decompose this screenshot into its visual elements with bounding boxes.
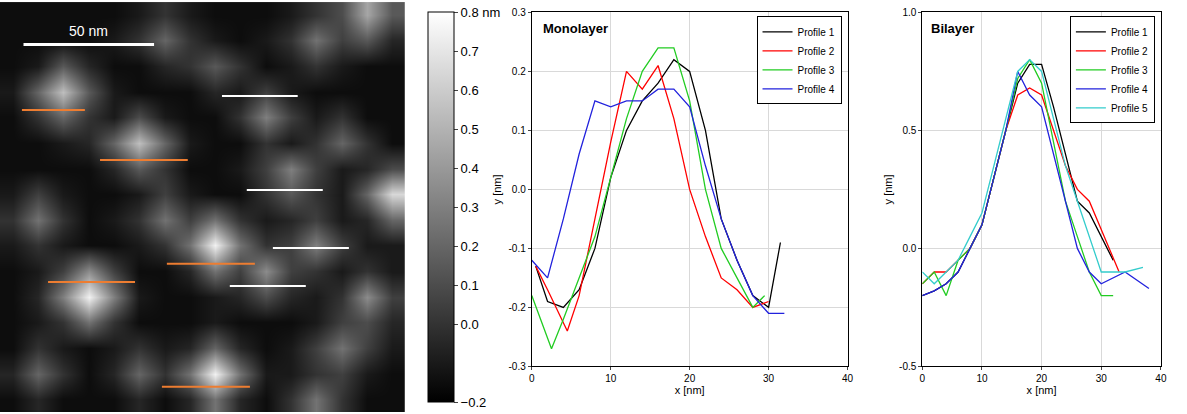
- svg-text:0: 0: [920, 373, 926, 384]
- svg-text:0.6: 0.6: [461, 83, 479, 98]
- svg-text:0: 0: [529, 373, 535, 384]
- svg-text:0.8 nm: 0.8 nm: [461, 5, 501, 20]
- svg-text:-0.2: -0.2: [509, 302, 527, 313]
- svg-text:−0.2: −0.2: [461, 395, 487, 410]
- svg-text:Profile 3: Profile 3: [1111, 65, 1148, 76]
- svg-text:Profile 3: Profile 3: [798, 65, 835, 76]
- svg-text:Profile 1: Profile 1: [1111, 27, 1148, 38]
- svg-text:0.0: 0.0: [902, 243, 916, 254]
- svg-text:50 nm: 50 nm: [69, 23, 108, 39]
- svg-text:Profile 4: Profile 4: [1111, 84, 1148, 95]
- svg-text:Bilayer: Bilayer: [931, 21, 974, 36]
- svg-text:Profile 4: Profile 4: [798, 84, 835, 95]
- svg-text:y [nm]: y [nm]: [882, 174, 894, 204]
- svg-text:-0.5: -0.5: [899, 361, 917, 372]
- svg-text:0.1: 0.1: [461, 278, 479, 293]
- svg-text:20: 20: [1036, 373, 1048, 384]
- svg-text:0.1: 0.1: [512, 125, 526, 136]
- svg-text:x [nm]: x [nm]: [675, 384, 705, 396]
- svg-text:0.2: 0.2: [461, 239, 479, 254]
- svg-text:40: 40: [842, 373, 854, 384]
- svg-text:-0.3: -0.3: [509, 361, 527, 372]
- svg-text:0.2: 0.2: [512, 66, 526, 77]
- svg-text:30: 30: [763, 373, 775, 384]
- svg-text:0.5: 0.5: [902, 125, 916, 136]
- svg-text:40: 40: [1155, 373, 1167, 384]
- svg-text:0.0: 0.0: [512, 184, 526, 195]
- svg-text:0.7: 0.7: [461, 44, 479, 59]
- svg-text:1.0: 1.0: [902, 7, 916, 18]
- svg-text:y [nm]: y [nm]: [491, 174, 503, 204]
- svg-text:0.4: 0.4: [461, 161, 479, 176]
- svg-text:20: 20: [684, 373, 696, 384]
- svg-text:Profile 5: Profile 5: [1111, 103, 1148, 114]
- svg-text:Monolayer: Monolayer: [543, 21, 608, 36]
- svg-text:30: 30: [1096, 373, 1108, 384]
- svg-text:Profile 1: Profile 1: [798, 27, 835, 38]
- svg-text:10: 10: [605, 373, 617, 384]
- svg-text:10: 10: [976, 373, 988, 384]
- svg-text:0.5: 0.5: [461, 122, 479, 137]
- svg-text:-0.1: -0.1: [509, 243, 527, 254]
- svg-text:0.3: 0.3: [461, 200, 479, 215]
- svg-text:0.3: 0.3: [512, 7, 526, 18]
- svg-text:Profile 2: Profile 2: [798, 46, 835, 57]
- svg-text:x [nm]: x [nm]: [1027, 384, 1057, 396]
- svg-text:Profile 2: Profile 2: [1111, 46, 1148, 57]
- svg-text:0.0: 0.0: [461, 317, 479, 332]
